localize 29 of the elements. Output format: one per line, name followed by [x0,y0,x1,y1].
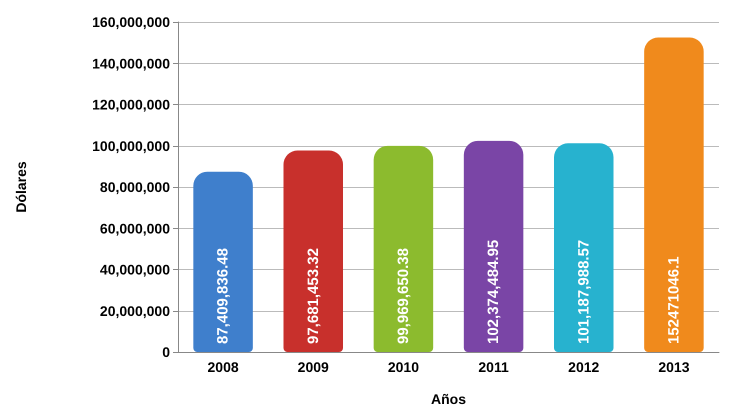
bar [644,38,704,352]
y-tick-label: 60,000,000 [100,220,170,236]
x-tick-label: 2009 [298,359,330,375]
x-tick-label: 2011 [478,359,509,375]
data-label: 99,969,650.38 [394,248,412,344]
y-axis-title: Dólares [13,161,29,213]
y-tick-label: 0 [162,344,170,360]
x-tick-label: 2013 [658,359,690,375]
x-axis-title: Años [431,391,466,407]
y-tick-label: 140,000,000 [92,55,170,72]
bar [283,150,344,352]
y-tick-label: 160,000,000 [92,14,170,30]
data-label: 97,681,453.32 [304,248,322,344]
x-tick-label: 2008 [208,359,239,375]
bar [374,146,434,352]
bar [554,143,614,352]
x-tick-label: 2012 [568,359,600,375]
data-label: 102,374,484.95 [485,240,502,344]
y-tick-label: 20,000,000 [100,302,170,319]
y-tick-label: 100,000,000 [92,138,170,154]
y-tick-label: 80,000,000 [100,179,170,195]
data-label: 87,409,836.48 [214,248,232,344]
y-tick-label: 120,000,000 [92,96,170,112]
x-tick-label: 2010 [388,359,420,375]
data-label: 152471046.1 [665,256,682,344]
data-label: 101,187,988.57 [575,240,592,344]
bar [464,140,524,352]
y-tick-label: 40,000,000 [100,262,170,278]
bar [193,172,253,352]
